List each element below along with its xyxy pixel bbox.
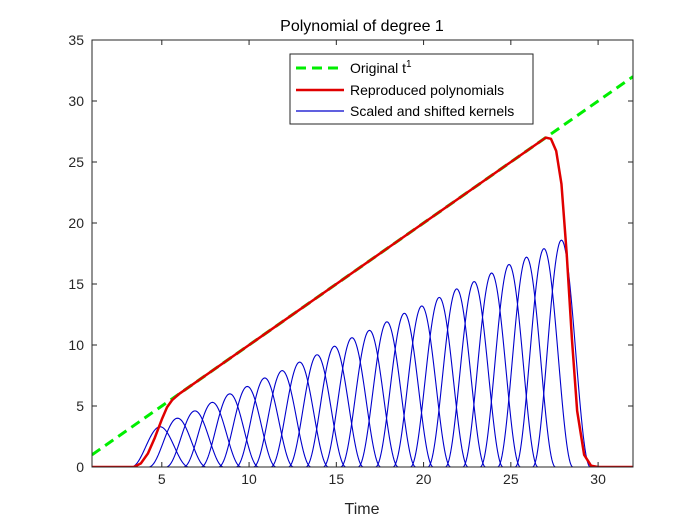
x-tick-label: 25 <box>503 471 519 487</box>
y-tick-label: 5 <box>76 398 84 414</box>
x-axis-ticks: 5 10 15 20 25 30 <box>158 40 606 487</box>
x-tick-label: 30 <box>590 471 606 487</box>
kernel-curve <box>92 329 633 467</box>
x-tick-label: 5 <box>158 471 166 487</box>
y-tick-label: 10 <box>68 337 84 353</box>
kernel-curve <box>92 337 633 467</box>
y-tick-label: 15 <box>68 276 84 292</box>
legend-original-superscript: 1 <box>406 59 412 70</box>
y-tick-label: 20 <box>68 215 84 231</box>
kernel-curve <box>92 256 633 467</box>
y-axis-ticks: 0 5 10 15 20 25 30 35 <box>68 32 633 475</box>
y-tick-label: 30 <box>68 93 84 109</box>
series-group <box>92 75 633 467</box>
legend-original-name: Original t <box>350 60 406 76</box>
x-tick-label: 10 <box>241 471 257 487</box>
kernel-curve <box>92 426 633 467</box>
kernel-curve <box>92 410 633 467</box>
x-axis-label: Time <box>345 501 380 518</box>
plot-frame <box>91 39 634 468</box>
kernel-curve <box>92 417 633 467</box>
y-tick-label: 35 <box>68 32 84 48</box>
x-tick-label: 20 <box>416 471 432 487</box>
legend-label-kernels: Scaled and shifted kernels <box>350 103 514 119</box>
reproduced-line <box>92 136 633 467</box>
legend: Original t1 Reproduced polynomials Scale… <box>289 53 534 125</box>
chart-title: Polynomial of degree 1 <box>280 18 444 35</box>
legend-label-original: Original t1 <box>350 59 412 76</box>
y-tick-label: 0 <box>76 459 84 475</box>
y-tick-label: 25 <box>68 154 84 170</box>
kernel-curve <box>92 321 633 467</box>
kernel-curve <box>92 247 633 467</box>
legend-label-reproduced: Reproduced polynomials <box>350 82 504 98</box>
kernel-curve <box>92 239 633 467</box>
x-tick-label: 15 <box>329 471 345 487</box>
